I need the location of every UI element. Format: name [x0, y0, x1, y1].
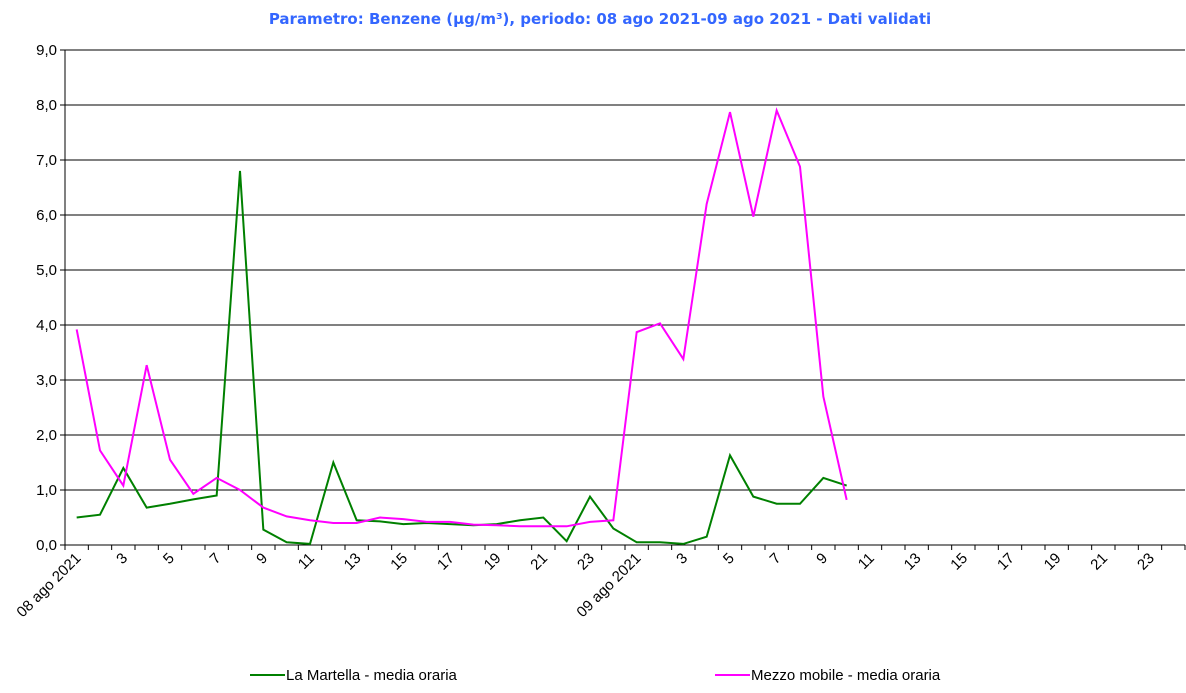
- x-tick-label: 5: [160, 550, 178, 568]
- x-tick-label: 5: [720, 550, 738, 568]
- x-tick-label: 11: [855, 550, 878, 573]
- y-tick-label: 5,0: [36, 262, 57, 279]
- y-tick-label: 1,0: [36, 482, 57, 499]
- x-tick-label: 7: [207, 550, 225, 568]
- x-tick-label: 15: [387, 550, 411, 574]
- x-tick-label: 13: [901, 550, 925, 574]
- chart-title: Parametro: Benzene (µg/m³), periodo: 08 …: [269, 10, 931, 28]
- x-tick-label: 17: [994, 550, 1018, 574]
- legend-label: La Martella - media oraria: [286, 667, 458, 684]
- y-tick-label: 7,0: [36, 152, 57, 169]
- x-tick-label: 19: [1041, 550, 1065, 574]
- y-tick-label: 9,0: [36, 42, 57, 59]
- series-line: [75, 107, 848, 528]
- y-tick-label: 4,0: [36, 317, 57, 334]
- x-tick-label: 19: [481, 550, 505, 574]
- x-tick-label: 11: [295, 550, 318, 573]
- y-tick-label: 6,0: [36, 207, 57, 224]
- x-tick-label: 23: [1134, 550, 1158, 574]
- x-tick-label: 3: [673, 550, 691, 568]
- x-tick-label: 17: [434, 550, 458, 574]
- x-tick-label: 3: [113, 550, 131, 568]
- x-tick-label: 23: [574, 550, 598, 574]
- x-tick-label: 21: [527, 550, 551, 574]
- x-tick-label: 15: [947, 550, 971, 574]
- y-tick-label: 3,0: [36, 372, 57, 389]
- y-tick-label: 0,0: [36, 537, 57, 554]
- y-tick-label: 8,0: [36, 97, 57, 114]
- legend-label: Mezzo mobile - media oraria: [751, 667, 941, 684]
- x-tick-label: 7: [767, 550, 785, 568]
- x-tick-label: 9: [253, 550, 271, 568]
- y-tick-label: 2,0: [36, 427, 57, 444]
- x-tick-label: 08 ago 2021: [13, 550, 84, 621]
- x-tick-label: 9: [813, 550, 831, 568]
- x-tick-label: 13: [341, 550, 365, 574]
- x-tick-label: 21: [1087, 550, 1111, 574]
- series-line: [76, 170, 847, 545]
